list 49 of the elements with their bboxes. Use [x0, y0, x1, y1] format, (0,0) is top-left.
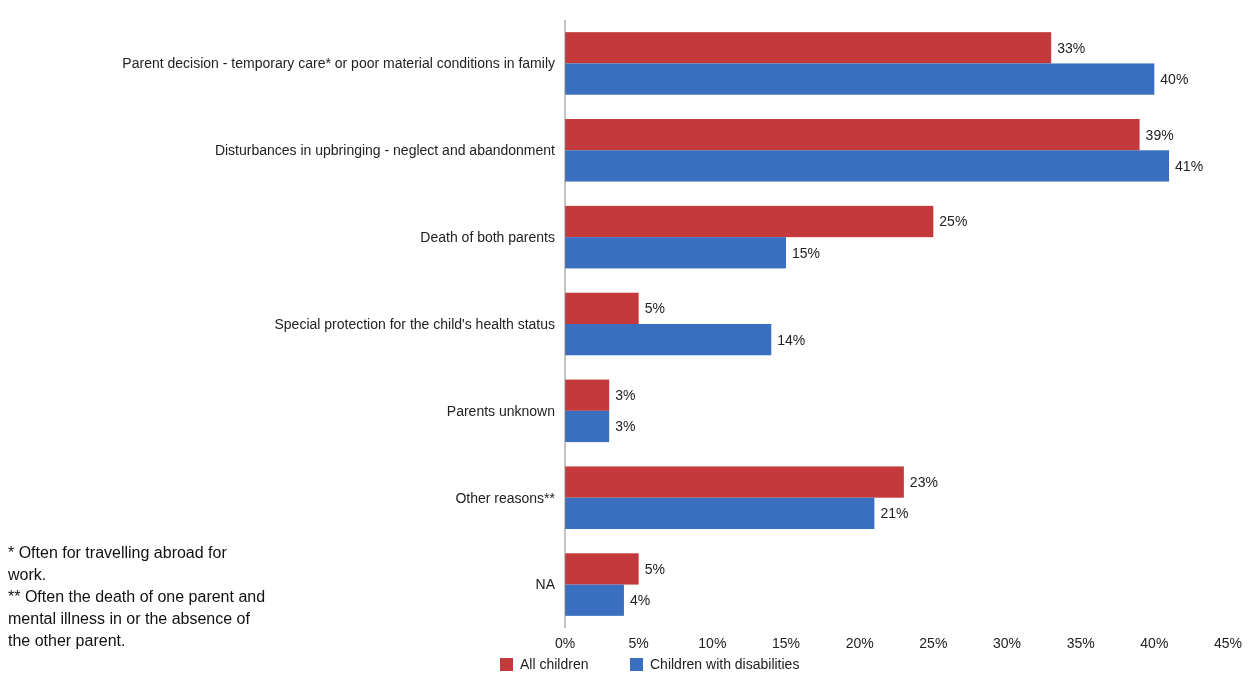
data-label: 4%: [629, 592, 651, 609]
data-label: 5%: [644, 560, 665, 577]
text: * Often for travelling abroad for work.: [7, 544, 228, 583]
y-tick-label: Parents unknown: [446, 402, 555, 419]
bar: [565, 410, 610, 443]
data-label: 23%: [909, 473, 938, 490]
bar: [565, 205, 934, 238]
data-label: 15%: [792, 244, 821, 261]
bar: [565, 150, 1170, 182]
bar: [565, 32, 1052, 64]
x-tick-label: 15%: [771, 635, 801, 651]
bar: [565, 584, 624, 616]
x-tick-label: 35%: [1066, 635, 1095, 651]
bar: [565, 63, 1155, 95]
data-label: 5%: [644, 300, 665, 317]
bar: [565, 237, 786, 269]
text: ** Often the death of one parent and mental illness in or the absence of the other parent.: [8, 588, 266, 649]
x-tick-label: 40%: [1140, 635, 1169, 651]
data-label: 39%: [1145, 126, 1174, 143]
data-label: 41%: [1175, 157, 1204, 174]
data-label: 25%: [939, 213, 968, 230]
x-tick-label: 5%: [628, 635, 649, 651]
data-label: 33%: [1057, 39, 1086, 56]
y-tick-label: Death of both parents: [420, 229, 555, 246]
bar: [565, 119, 1140, 151]
data-label: 3%: [615, 418, 636, 435]
y-tick-label: Disturbances in upbringing - neglect and abandonment: [214, 142, 556, 159]
y-tick-label: NA: [535, 576, 556, 593]
x-tick-label: 0%: [554, 635, 576, 651]
legend-label: All children: [520, 656, 589, 672]
data-label: 21%: [880, 505, 909, 522]
data-label: 40%: [1160, 70, 1189, 87]
x-tick-label: 30%: [992, 635, 1022, 651]
y-tick-label: Other reasons**: [455, 489, 556, 506]
y-tick-label: Special protection for the child's health status: [274, 315, 555, 332]
y-tick-label: Parent decision - temporary care* or poor material conditions in family: [122, 55, 555, 72]
data-label: 3%: [615, 387, 636, 404]
bar: [565, 292, 639, 324]
legend-label: Children with disabilities: [650, 656, 800, 672]
bar: [565, 497, 875, 529]
x-tick-label: 45%: [1213, 635, 1243, 651]
bar: [565, 553, 639, 585]
bar: [565, 324, 772, 356]
bar: [565, 466, 904, 498]
data-label: 14%: [777, 331, 806, 348]
x-tick-label: 20%: [845, 635, 874, 651]
x-tick-label: 25%: [919, 635, 948, 651]
bar: [565, 379, 610, 411]
x-tick-label: 10%: [698, 635, 727, 651]
